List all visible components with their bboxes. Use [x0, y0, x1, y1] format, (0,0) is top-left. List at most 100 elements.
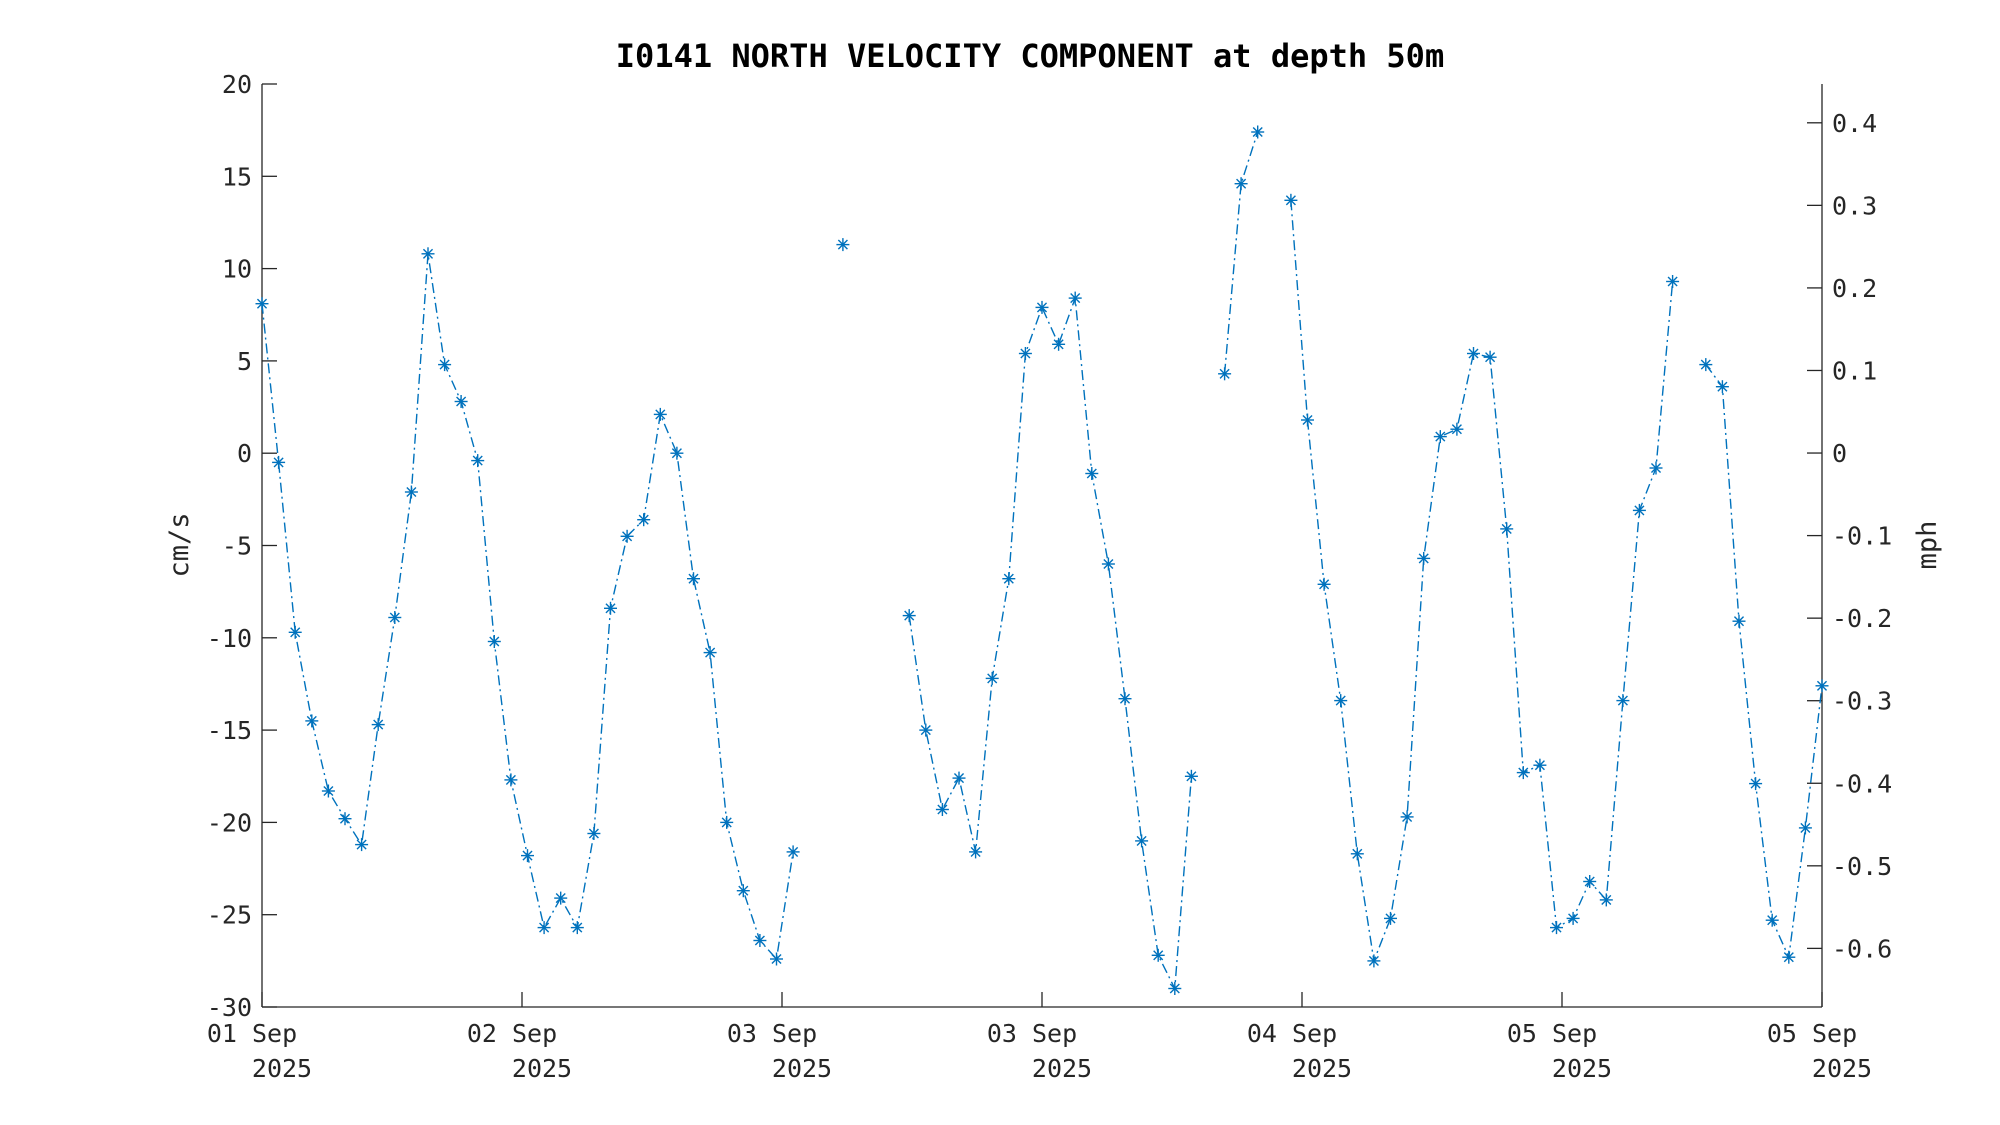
data-point	[952, 771, 966, 785]
data-point	[720, 815, 734, 829]
data-point	[1168, 982, 1182, 995]
x-tick-label-day: 03 Sep	[727, 1019, 817, 1048]
series-line-segment	[1705, 364, 1823, 960]
left-tick-label: -30	[207, 993, 252, 1022]
right-tick-label: -0.1	[1832, 522, 1892, 551]
data-point	[1184, 769, 1198, 783]
data-point	[1649, 461, 1663, 475]
data-point	[1533, 758, 1547, 772]
x-tick-label-day: 05 Sep	[1507, 1019, 1597, 1048]
data-point	[554, 891, 568, 905]
data-point	[1417, 551, 1431, 565]
data-point	[504, 773, 518, 787]
left-tick-label: -5	[222, 532, 252, 561]
data-point	[620, 529, 634, 543]
left-tick-label: 0	[237, 439, 252, 468]
right-tick-label: -0.5	[1832, 852, 1892, 881]
data-point	[421, 247, 435, 261]
data-point	[786, 845, 800, 859]
data-point	[537, 921, 551, 935]
data-point	[1018, 347, 1032, 360]
right-tick-label: 0.1	[1832, 356, 1877, 385]
data-point	[1068, 291, 1082, 305]
data-point	[836, 238, 850, 252]
data-point	[1151, 948, 1165, 962]
plot-axes	[261, 84, 1823, 1008]
data-point	[736, 884, 750, 898]
data-point	[371, 718, 385, 732]
left-tick-label: 20	[222, 70, 252, 99]
data-point	[1052, 337, 1066, 351]
data-point	[255, 297, 269, 311]
data-point	[969, 845, 983, 859]
data-point	[935, 803, 949, 816]
data-point	[770, 952, 783, 966]
x-tick-label-day: 02 Sep	[467, 1019, 557, 1048]
right-y-axis-ticks: 0.4 0.3 0.2 0.1 0 -0.1 -0.2 -0.3 -0.4 -0.5 -0.6	[1807, 109, 1892, 963]
chart-title: I0141 NORTH VELOCITY COMPONENT at depth …	[616, 37, 1444, 75]
data-point	[1118, 692, 1132, 706]
x-tick-label-year: 2025	[1032, 1054, 1092, 1083]
data-point	[1616, 694, 1630, 708]
data-point	[1367, 954, 1381, 968]
data-point	[272, 455, 286, 469]
right-tick-label: -0.3	[1832, 687, 1892, 716]
x-axis-ticks: 01 Sep 2025 02 Sep 2025 03 Sep 2025 03 Sep 2025…	[207, 992, 1872, 1083]
data-point	[1251, 125, 1265, 139]
data-point	[487, 635, 501, 648]
data-point	[637, 513, 651, 527]
data-point	[1234, 177, 1248, 191]
x-tick-label-day: 04 Sep	[1247, 1019, 1337, 1048]
x-tick-label-year: 2025	[1292, 1054, 1352, 1083]
x-tick-label-year: 2025	[512, 1054, 572, 1083]
left-tick-label: 15	[222, 162, 252, 191]
data-point	[355, 838, 369, 852]
left-y-axis-label: cm/s	[164, 512, 195, 577]
data-point	[1101, 557, 1115, 571]
data-point	[404, 485, 418, 499]
data-point	[1500, 522, 1514, 536]
data-point	[1550, 921, 1563, 935]
left-tick-label: -20	[207, 808, 252, 837]
data-point	[587, 827, 601, 840]
data-point	[1599, 893, 1613, 907]
x-tick-label-year: 2025	[772, 1054, 832, 1083]
x-tick-label-day: 05 Sep	[1767, 1019, 1857, 1048]
series-line-segment	[908, 297, 1193, 992]
left-tick-label: -25	[207, 901, 252, 930]
data-point	[1632, 503, 1646, 517]
data-point	[1301, 413, 1314, 427]
data-point	[321, 784, 335, 798]
x-tick-label-day: 03 Sep	[987, 1019, 1077, 1048]
data-point	[653, 407, 667, 421]
data-point	[985, 671, 999, 685]
right-tick-label: -0.6	[1832, 934, 1892, 963]
data-point	[1782, 950, 1796, 964]
right-tick-label: 0	[1832, 439, 1847, 468]
data-point	[1566, 911, 1580, 925]
data-point	[1666, 275, 1680, 288]
data-point	[388, 611, 402, 624]
data-point	[670, 446, 684, 460]
data-point	[1732, 614, 1746, 628]
data-point	[1516, 766, 1530, 780]
data-point	[1798, 821, 1812, 835]
right-tick-label: 0.4	[1832, 109, 1877, 138]
data-point	[1002, 572, 1016, 586]
series-line-segment	[1290, 200, 1674, 964]
x-tick-label-year: 2025	[252, 1054, 312, 1083]
right-tick-label: -0.4	[1832, 769, 1892, 798]
data-point	[1749, 777, 1763, 791]
data-point	[1334, 694, 1348, 708]
data-point	[753, 934, 767, 947]
x-tick-label-day: 01 Sep	[207, 1019, 297, 1048]
data-point	[570, 921, 584, 935]
right-tick-label: 0.2	[1832, 274, 1877, 303]
data-point	[1218, 367, 1232, 381]
data-point	[1583, 875, 1597, 888]
data-point	[1400, 810, 1414, 824]
data-point	[1035, 300, 1049, 314]
left-y-axis-ticks: 20 15 10 5 0 -5 -10 -15 -20 -25 -30	[207, 70, 277, 1022]
data-point	[687, 572, 700, 586]
